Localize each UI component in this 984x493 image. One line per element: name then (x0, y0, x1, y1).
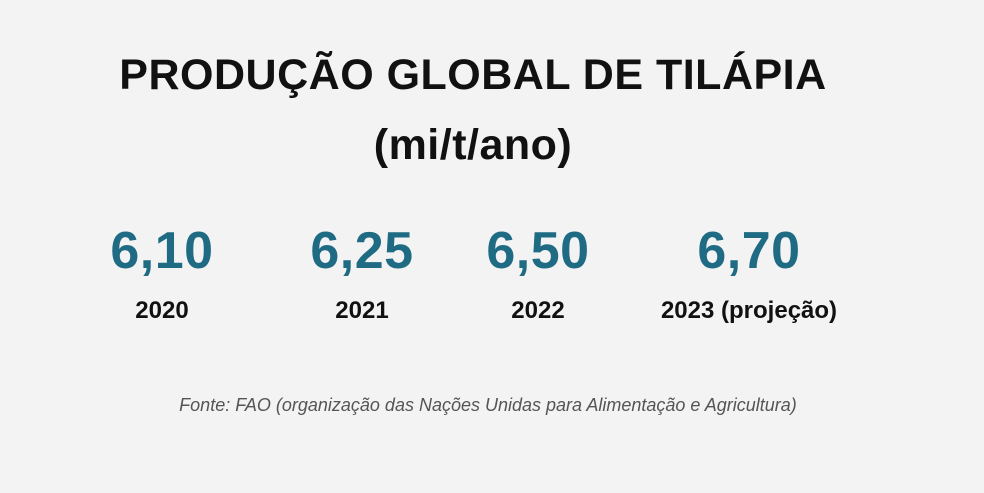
stat-year: 2023 (projeção) (660, 297, 838, 324)
stat-value: 6,50 (486, 222, 590, 280)
stat-year: 2020 (135, 297, 189, 324)
stat-2020: 6,10 2020 (110, 225, 213, 323)
stat-value: 6,10 (110, 222, 214, 280)
stat-year: 2022 (511, 297, 565, 324)
stat-2023-projection: 6,70 2023 (projeção) (661, 225, 837, 323)
stat-value: 6,70 (697, 222, 801, 280)
stat-2021: 6,25 2021 (310, 225, 413, 323)
source-note: Fonte: FAO (organização das Nações Unida… (179, 395, 797, 415)
stat-value: 6,25 (310, 222, 414, 280)
stat-2022: 6,50 2022 (486, 225, 589, 323)
unit-subtitle: (mi/t/ano) (373, 121, 573, 169)
infographic-title: PRODUÇÃO GLOBAL DE TILÁPIA (119, 51, 827, 99)
stat-year: 2021 (335, 297, 389, 324)
